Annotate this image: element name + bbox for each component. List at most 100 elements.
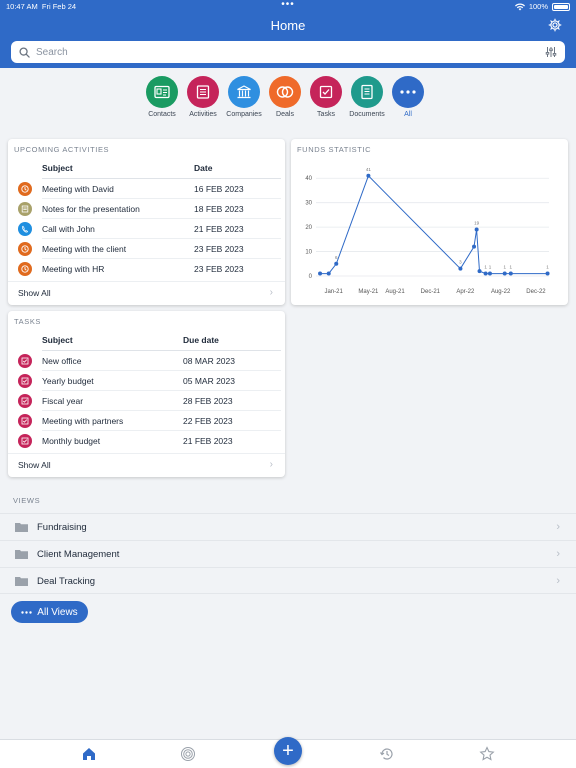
- quick-label: All: [404, 111, 412, 118]
- activity-subject: Call with John: [42, 224, 95, 234]
- clock-icon: [18, 182, 32, 196]
- activity-subject: Meeting with the client: [42, 244, 127, 254]
- add-button[interactable]: +: [274, 737, 302, 765]
- all-views-button[interactable]: All Views: [11, 601, 88, 623]
- view-deal-tracking[interactable]: Deal Tracking ›: [0, 567, 576, 594]
- data-label: 41: [366, 167, 372, 172]
- task-check-icon: [18, 414, 32, 428]
- row-divider: [42, 390, 281, 391]
- activity-row[interactable]: Call with John 21 FEB 2023: [8, 219, 281, 239]
- y-tick-label: 10: [305, 250, 312, 256]
- history-icon[interactable]: [379, 746, 395, 762]
- y-tick-label: 0: [309, 274, 313, 280]
- folder-icon: [15, 550, 28, 559]
- task-row[interactable]: Meeting with partners 22 FEB 2023: [8, 411, 281, 431]
- quick-documents[interactable]: Documents: [349, 76, 385, 118]
- x-tick-label: Dec-21: [421, 289, 441, 295]
- activity-row[interactable]: Meeting with David 16 FEB 2023: [8, 179, 281, 199]
- task-subject: Monthly budget: [42, 436, 101, 446]
- search-input[interactable]: [36, 46, 545, 58]
- activity-row[interactable]: Meeting with the client 23 FEB 2023: [8, 239, 281, 259]
- quick-deals[interactable]: Deals: [269, 76, 301, 118]
- tasks-card: TASKS Subject Due date New office 08 MAR…: [8, 311, 285, 477]
- quick-companies[interactable]: Companies: [226, 76, 262, 118]
- column-subject: Subject: [42, 335, 73, 345]
- clock-icon: [18, 262, 32, 276]
- view-fundraising[interactable]: Fundraising ›: [0, 513, 576, 540]
- view-label: Client Management: [37, 549, 120, 560]
- search-bar[interactable]: [11, 41, 565, 63]
- contacts-icon[interactable]: [146, 76, 178, 108]
- deals-icon[interactable]: [269, 76, 301, 108]
- companies-icon[interactable]: [228, 76, 260, 108]
- data-label: 1: [546, 265, 549, 270]
- battery-icon: [552, 2, 570, 11]
- task-due-date: 28 FEB 2023: [183, 396, 233, 406]
- activity-date: 16 FEB 2023: [194, 184, 244, 194]
- activities-show-all[interactable]: Show All ›: [8, 281, 285, 303]
- task-due-date: 05 MAR 2023: [183, 376, 235, 386]
- x-tick-label: Dec-22: [526, 289, 546, 295]
- activity-subject: Meeting with David: [42, 184, 114, 194]
- activity-row[interactable]: Notes for the presentation 18 FEB 2023: [8, 199, 281, 219]
- more-dots-icon[interactable]: [392, 76, 424, 108]
- activities-icon[interactable]: [187, 76, 219, 108]
- quick-tasks[interactable]: Tasks: [310, 76, 342, 118]
- activity-subject: Notes for the presentation: [42, 204, 140, 214]
- app-header: 10:47 AM Fri Feb 24 ••• 100% Home: [0, 0, 576, 68]
- quick-contacts[interactable]: Contacts: [146, 76, 178, 118]
- documents-icon[interactable]: [351, 76, 383, 108]
- chevron-right-icon: ›: [269, 459, 273, 470]
- activity-subject: Meeting with HR: [42, 264, 105, 274]
- data-label: 6: [335, 255, 338, 260]
- task-check-icon: [18, 394, 32, 408]
- view-label: Deal Tracking: [37, 576, 96, 587]
- view-label: Fundraising: [37, 522, 87, 533]
- star-icon[interactable]: [479, 746, 495, 762]
- table-header: Subject Date: [42, 163, 281, 179]
- folder-icon: [15, 577, 28, 586]
- task-row[interactable]: Monthly budget 21 FEB 2023: [8, 431, 281, 451]
- view-client-management[interactable]: Client Management ›: [0, 540, 576, 567]
- wifi-icon: [514, 2, 525, 10]
- tasks-icon[interactable]: [310, 76, 342, 108]
- column-due-date: Due date: [183, 335, 219, 345]
- search-icon: [19, 46, 30, 58]
- row-divider: [42, 410, 281, 411]
- funds-line-chart: 0 10 20 30 40 Jan-21 May-21 Aug-21 Dec-21 Apr-22 A…: [305, 167, 550, 295]
- x-tick-label: Aug-21: [385, 289, 405, 295]
- data-point: [472, 244, 477, 249]
- task-due-date: 22 FEB 2023: [183, 416, 233, 426]
- card-title: UPCOMING ACTIVITIES: [14, 145, 110, 154]
- quick-all[interactable]: All: [392, 76, 424, 118]
- gear-icon[interactable]: [548, 18, 562, 32]
- tasks-show-all[interactable]: Show All ›: [8, 453, 285, 475]
- quick-label: Companies: [226, 111, 262, 118]
- task-row[interactable]: Yearly budget 05 MAR 2023: [8, 371, 281, 391]
- activity-radar-icon[interactable]: [180, 746, 196, 762]
- page-title: Home: [270, 18, 306, 33]
- activity-row[interactable]: Meeting with HR 23 FEB 2023: [8, 259, 281, 279]
- home-icon[interactable]: [81, 746, 97, 762]
- quick-label: Deals: [276, 111, 294, 118]
- y-tick-label: 30: [305, 201, 312, 207]
- show-all-label: Show All: [18, 288, 51, 298]
- quick-label: Contacts: [148, 111, 176, 118]
- x-tick-label: May-21: [358, 289, 379, 295]
- note-icon: [18, 202, 32, 216]
- data-label: 19: [474, 221, 480, 226]
- task-subject: Yearly budget: [42, 376, 94, 386]
- quick-activities[interactable]: Activities: [187, 76, 219, 118]
- battery-percent: 100%: [528, 2, 548, 11]
- filter-sliders-icon[interactable]: [545, 46, 557, 58]
- series-line: [320, 174, 548, 275]
- activity-date: 21 FEB 2023: [194, 224, 244, 234]
- table-header: Subject Due date: [42, 335, 281, 351]
- task-row[interactable]: New office 08 MAR 2023: [8, 351, 281, 371]
- data-label: 1: [510, 265, 513, 270]
- activity-date: 23 FEB 2023: [194, 244, 244, 254]
- task-row[interactable]: Fiscal year 28 FEB 2023: [8, 391, 281, 411]
- multitask-dots-icon[interactable]: •••: [281, 0, 295, 10]
- data-point: [545, 271, 550, 276]
- row-divider: [42, 258, 281, 259]
